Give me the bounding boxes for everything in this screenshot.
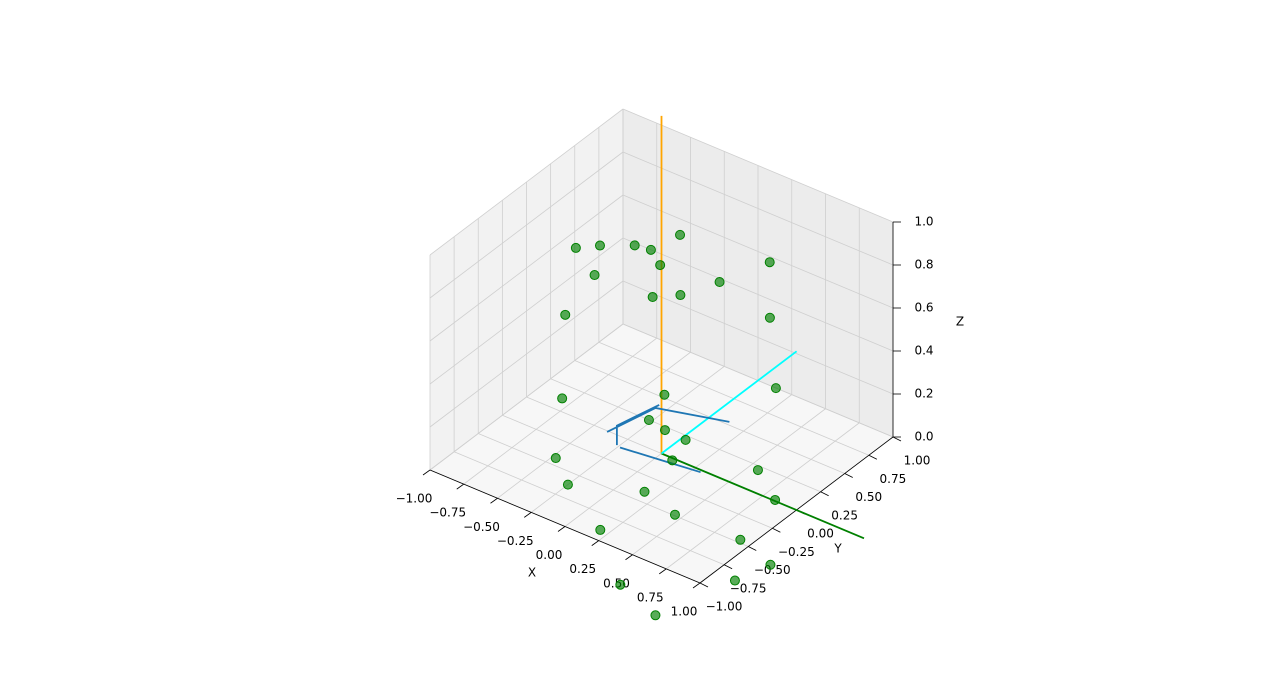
- point: [629, 240, 640, 251]
- point: [680, 434, 691, 445]
- x-tick: [591, 540, 599, 546]
- y-tick-label: 0.50: [855, 490, 882, 504]
- point: [752, 465, 763, 476]
- x-tick-label: 0.75: [637, 590, 664, 604]
- point: [594, 240, 605, 251]
- y-tick-label: −0.50: [754, 563, 791, 577]
- point: [659, 425, 670, 436]
- point: [645, 244, 656, 255]
- point: [667, 455, 678, 466]
- point: [550, 453, 561, 464]
- line-3d: [606, 404, 730, 474]
- z-tick-label: 1.0: [914, 215, 933, 229]
- grid-line: [622, 108, 894, 223]
- y-tick-label: 0.00: [807, 527, 834, 541]
- x-tick-label: −0.75: [429, 506, 466, 520]
- y-tick-label: 0.75: [880, 472, 907, 486]
- y-tick: [723, 564, 733, 570]
- x-tick: [659, 568, 667, 575]
- y-axis-label: Y: [833, 542, 842, 556]
- y-tick-label: −0.75: [730, 581, 767, 595]
- point: [659, 389, 670, 400]
- y-tick: [820, 491, 829, 497]
- point: [655, 260, 666, 271]
- x-tick-label: 0.00: [536, 548, 563, 562]
- x-axis-label: X: [528, 566, 536, 580]
- z-tick-label: 0.2: [914, 387, 933, 401]
- x-tick-label: −0.50: [463, 520, 500, 534]
- point: [639, 486, 650, 497]
- y-tick-label: −0.25: [778, 545, 815, 559]
- x-tick-label: −0.25: [497, 534, 534, 548]
- point: [589, 270, 600, 281]
- x-tick-label: 1.00: [671, 605, 698, 619]
- y-tick: [892, 436, 902, 442]
- x-tick: [422, 469, 431, 476]
- point: [669, 509, 680, 520]
- point: [735, 534, 746, 545]
- point: [770, 494, 781, 505]
- point: [595, 524, 606, 535]
- point: [615, 579, 626, 590]
- z-tick-label: 0.6: [914, 301, 933, 315]
- grid-line: [429, 194, 624, 342]
- grid-line: [622, 237, 894, 352]
- grid-line: [622, 280, 894, 395]
- grid-line: [622, 194, 894, 309]
- y-tick-label: 0.25: [831, 508, 858, 522]
- y-tick: [772, 527, 781, 533]
- z-tick-label: 0.0: [914, 430, 933, 444]
- grid-line: [429, 108, 624, 256]
- point: [764, 257, 775, 268]
- z-tick-label: 0.4: [914, 344, 933, 358]
- z-axis-label: Z: [956, 315, 964, 329]
- point: [714, 276, 725, 287]
- grid-line: [453, 451, 725, 566]
- point: [650, 610, 661, 621]
- x-tick-label: −1.00: [396, 492, 433, 506]
- line-3d: [661, 452, 865, 540]
- x-tick: [625, 554, 633, 561]
- x-tick-label: 0.25: [569, 562, 596, 576]
- point: [675, 229, 686, 240]
- y-tick: [699, 582, 709, 588]
- grid-line: [478, 433, 749, 547]
- x-tick: [456, 483, 464, 490]
- x-tick: [557, 526, 566, 532]
- y-tick-label: 1.00: [904, 454, 931, 468]
- grid-line: [429, 151, 624, 299]
- grid-line: [622, 151, 894, 266]
- point: [770, 383, 781, 394]
- grid-line: [429, 280, 624, 428]
- point: [765, 559, 776, 570]
- grid-line: [502, 414, 773, 529]
- y-tick: [748, 546, 757, 551]
- y-tick: [844, 473, 853, 478]
- grid-line: [429, 237, 624, 385]
- x-tick: [490, 497, 498, 504]
- x-tick: [524, 512, 532, 518]
- point: [675, 290, 686, 301]
- point: [647, 292, 658, 303]
- point: [729, 575, 740, 586]
- point: [764, 312, 775, 323]
- x-tick: [692, 582, 701, 589]
- z-tick-label: 0.8: [914, 258, 933, 272]
- point: [562, 479, 573, 490]
- y-tick: [868, 454, 878, 460]
- point: [570, 242, 581, 253]
- point: [643, 414, 654, 425]
- point: [557, 393, 568, 404]
- point: [560, 309, 571, 320]
- grid-line: [429, 323, 624, 471]
- y-tick-label: −1.00: [706, 600, 743, 614]
